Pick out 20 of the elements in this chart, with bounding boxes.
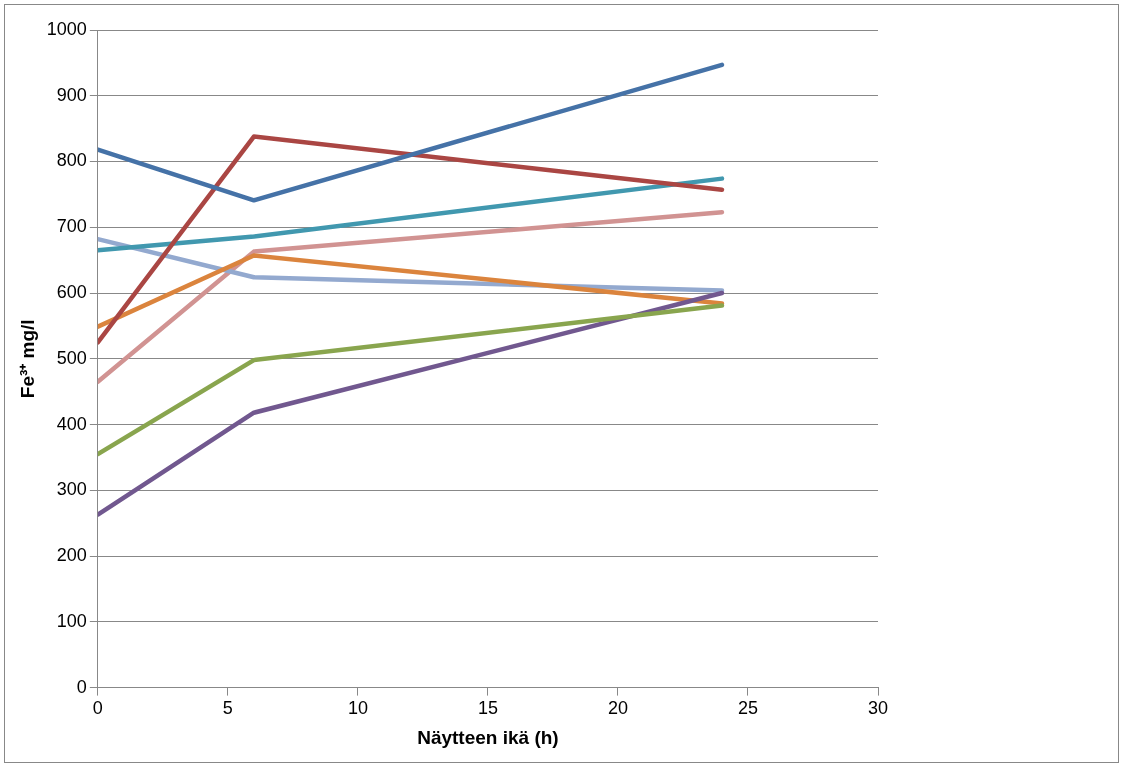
x-tick-label: 5 — [222, 698, 233, 719]
y-tick-label: 800 — [56, 150, 87, 171]
y-axis-title: Fe³⁺ mg/l — [16, 319, 38, 399]
x-tick-label: 20 — [607, 698, 628, 719]
y-tick-label: 1000 — [46, 18, 87, 39]
y-tick-label: 300 — [56, 479, 87, 500]
x-tick-label: 15 — [477, 698, 498, 719]
x-tick-label: 10 — [347, 698, 368, 719]
y-tick-label: 900 — [56, 84, 87, 105]
x-axis-title: Näytteen ikä (h) — [417, 726, 559, 748]
x-tick-label: 30 — [867, 698, 889, 719]
y-tick-label: 500 — [56, 347, 87, 368]
y-tick-label: 700 — [56, 216, 87, 237]
y-tick-label: 0 — [76, 676, 87, 697]
y-tick-label: 100 — [56, 610, 87, 631]
x-tick-label: 25 — [737, 698, 758, 719]
y-tick-label: 600 — [56, 282, 87, 303]
y-tick-label: 400 — [56, 413, 87, 434]
x-tick-label: 0 — [92, 698, 103, 719]
y-tick-label: 200 — [56, 545, 87, 566]
